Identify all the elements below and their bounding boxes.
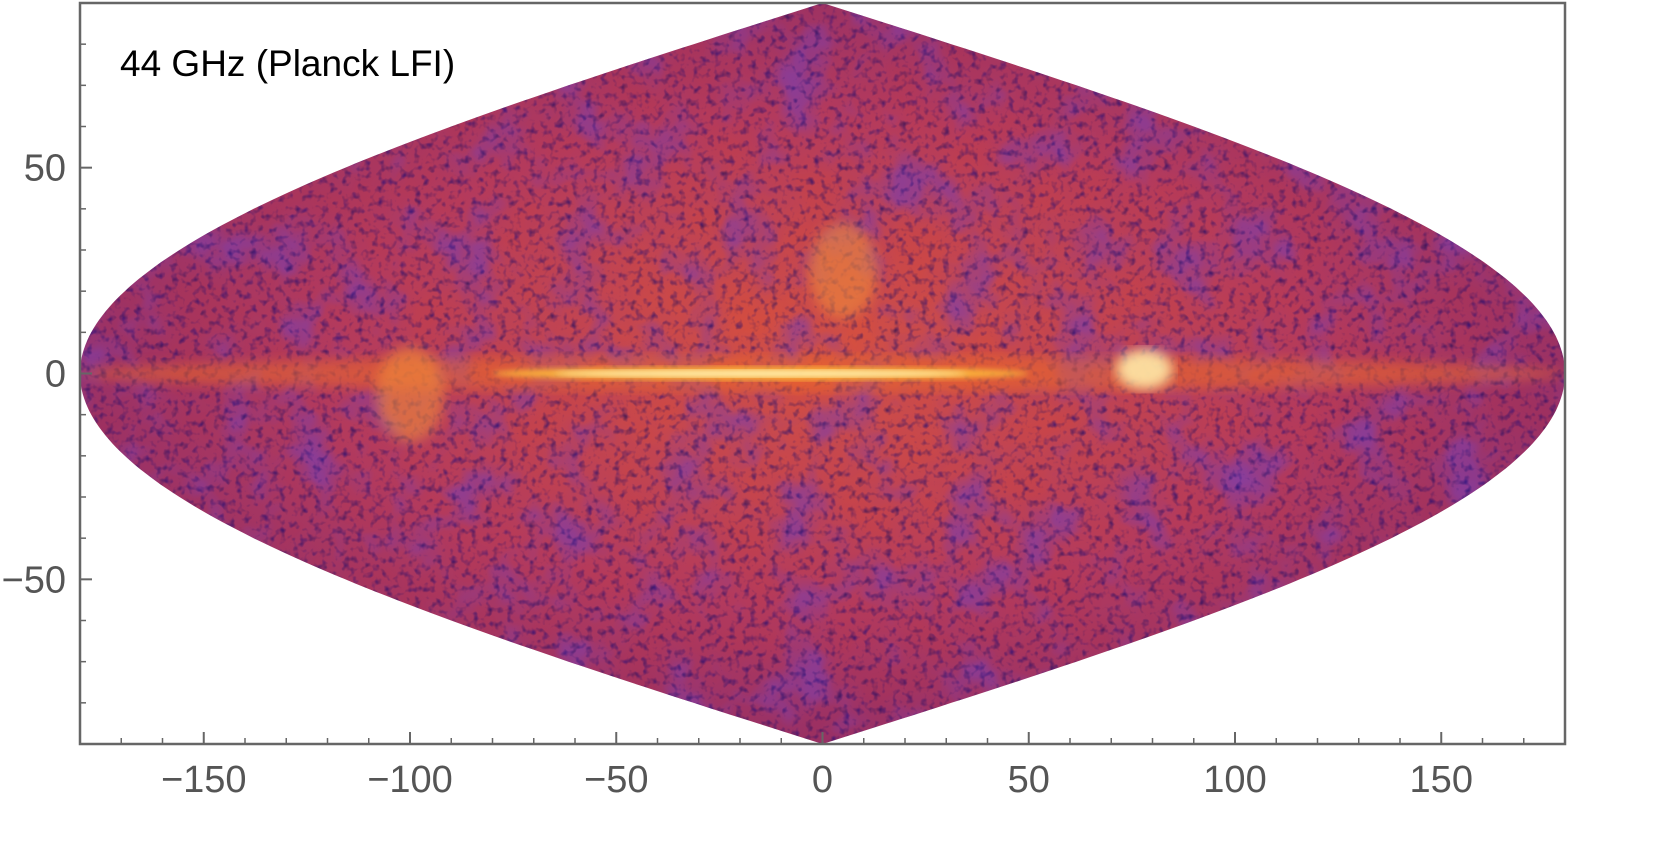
map-annotation: 44 GHz (Planck LFI) xyxy=(120,43,455,84)
x-tick-label: 100 xyxy=(1203,759,1266,801)
y-tick-label: 0 xyxy=(45,354,66,396)
x-tick-label: 150 xyxy=(1410,759,1473,801)
x-tick-label: −50 xyxy=(584,759,648,801)
x-tick-label: 50 xyxy=(1008,759,1050,801)
galactic-plane-core xyxy=(554,370,967,377)
x-tick-label: 0 xyxy=(812,759,833,801)
x-tick-label: −150 xyxy=(161,759,247,801)
emission-features xyxy=(80,222,1565,443)
x-tick-label: −100 xyxy=(367,759,453,801)
y-axis: −50 0 50 xyxy=(2,43,92,704)
x-axis: −150 −100 −50 0 50 100 150 xyxy=(120,732,1525,801)
emission-region xyxy=(376,346,444,443)
emission-region xyxy=(1116,349,1173,390)
sky-map-heatmap xyxy=(80,3,1565,744)
y-tick-label: 50 xyxy=(24,148,66,190)
y-tick-label: −50 xyxy=(2,559,66,601)
emission-region xyxy=(809,222,878,319)
